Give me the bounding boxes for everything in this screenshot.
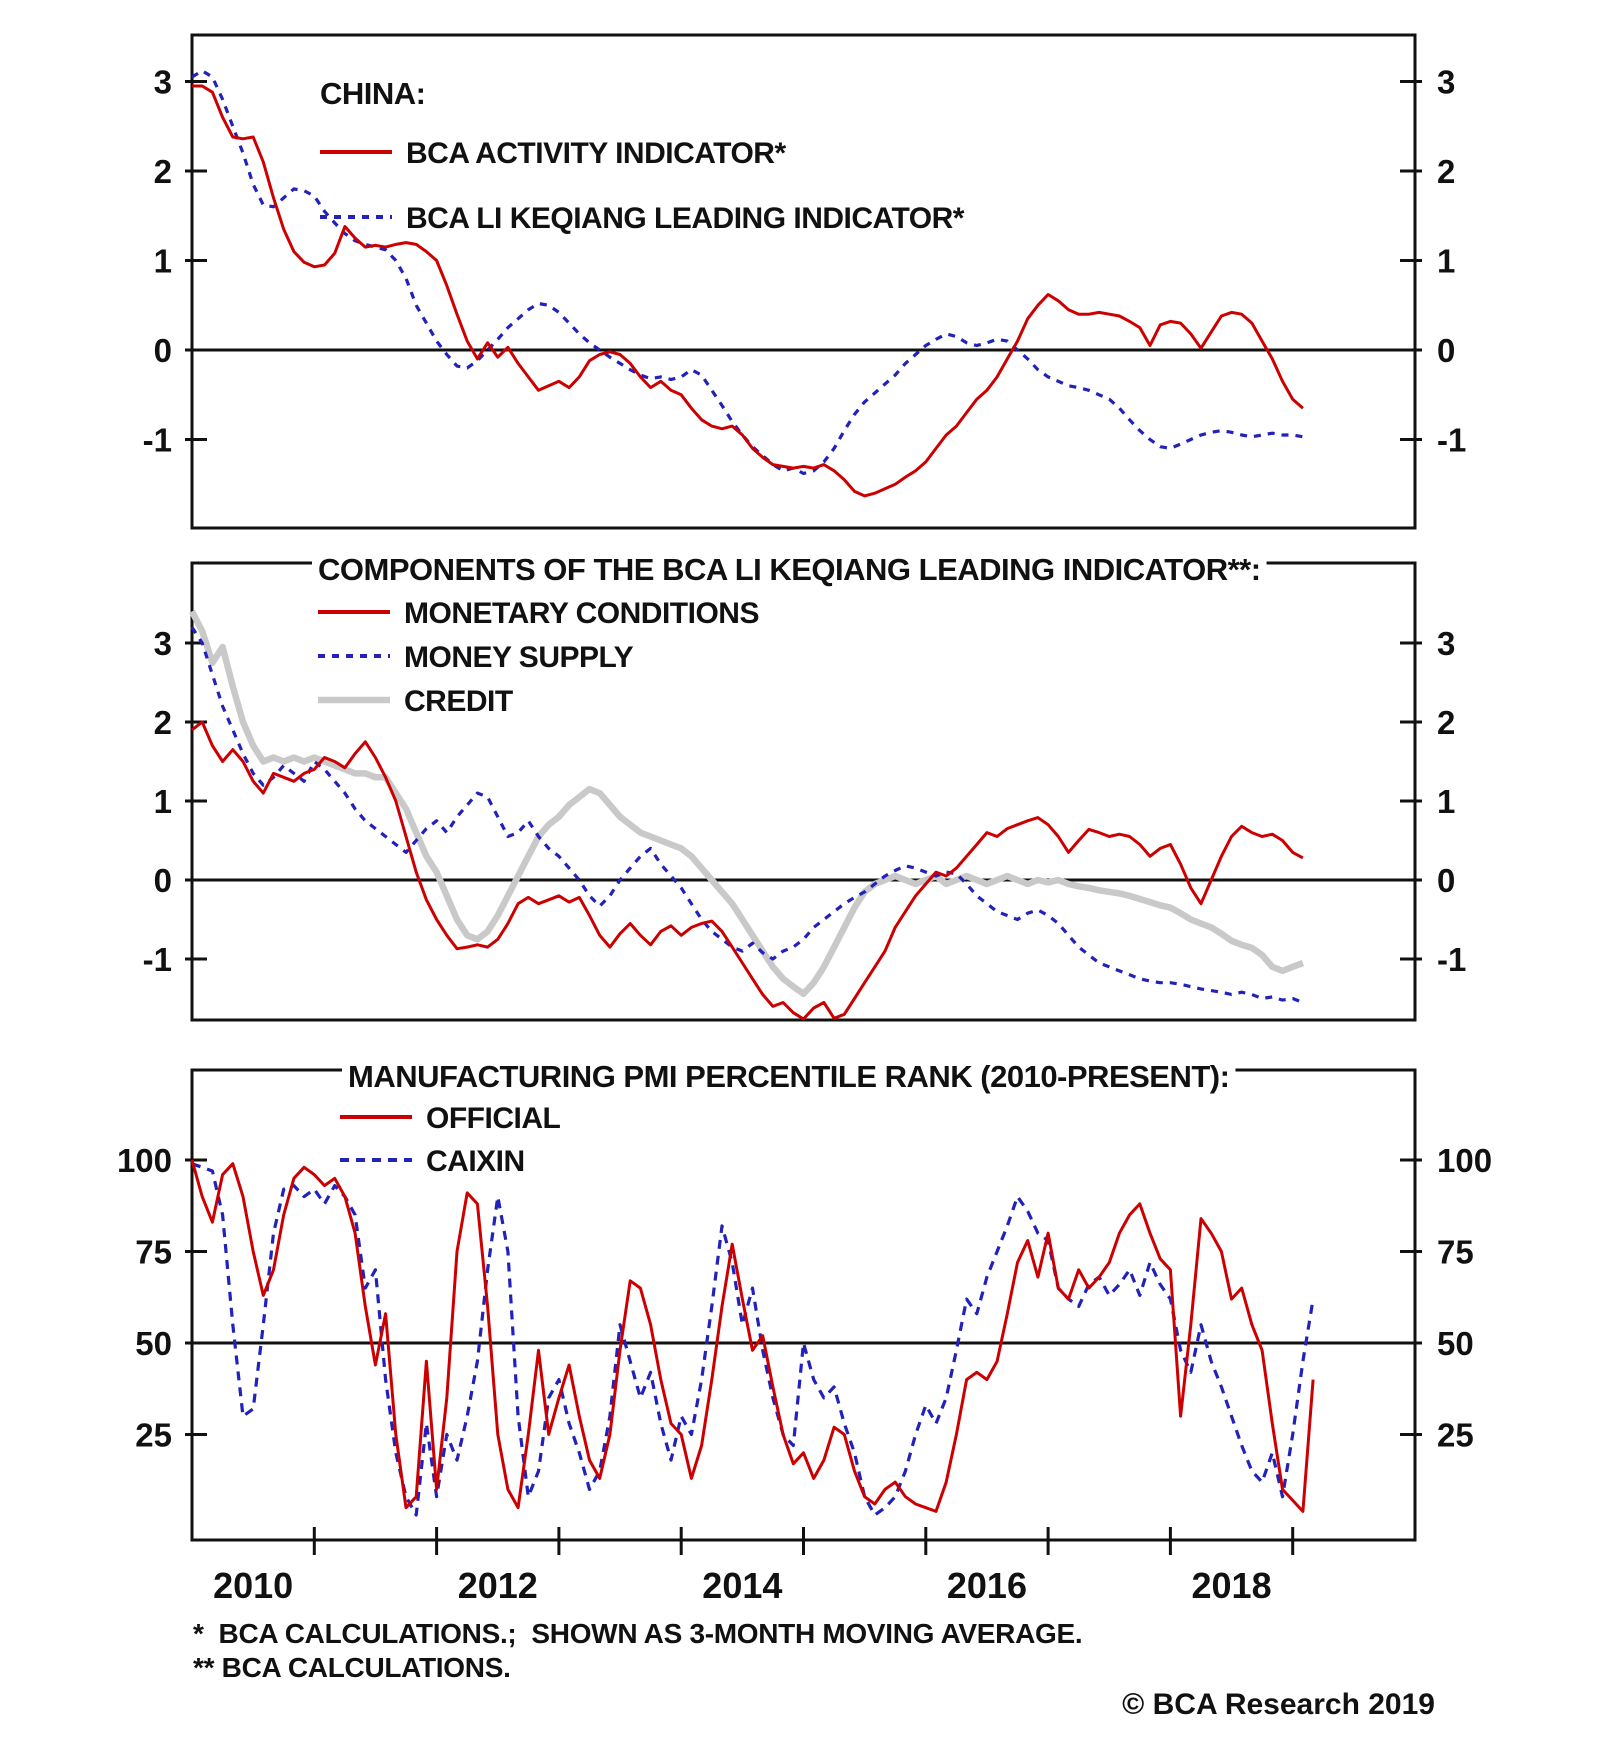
legend-label: BCA LI KEQIANG LEADING INDICATOR* xyxy=(406,202,965,235)
legend-label: BCA ACTIVITY INDICATOR* xyxy=(406,137,786,170)
x-tick-label: 2016 xyxy=(947,1565,1027,1606)
panel-frame xyxy=(190,33,1417,530)
y-tick-label-right: 0 xyxy=(1437,862,1455,899)
y-tick-label-left: 75 xyxy=(135,1234,172,1271)
panel-frame xyxy=(190,1068,1417,1542)
y-tick-label-right: 3 xyxy=(1437,64,1455,101)
series-line-caixin xyxy=(191,1162,1315,1517)
footnote-line-2: ** BCA CALCULATIONS. xyxy=(193,1652,511,1683)
x-tick-label: 2010 xyxy=(213,1565,293,1606)
y-tick-label-left: 100 xyxy=(117,1142,172,1179)
y-tick-label-left: 1 xyxy=(154,783,172,820)
y-tick-label-left: 25 xyxy=(135,1417,172,1454)
y-tick-label-left: -1 xyxy=(143,941,172,978)
series-line-bca-li-keqiang-leading-indicator- xyxy=(191,69,1304,476)
panel-title: CHINA: xyxy=(320,76,426,111)
series-line-money-supply xyxy=(190,626,1304,1004)
y-tick-label-left: 1 xyxy=(154,243,172,280)
y-tick-label-right: -1 xyxy=(1437,941,1466,978)
legend-label: CREDIT xyxy=(404,685,513,718)
legend-label: CAIXIN xyxy=(426,1145,525,1178)
panel-2: 3 3 2 2 1 1 0 0 -1 -1 COMPONENTS OF THE BCA LI KEQ… xyxy=(143,550,1466,1022)
y-tick-label-left: 2 xyxy=(154,704,172,741)
panel-title: COMPONENTS OF THE BCA LI KEQIANG LEADING… xyxy=(318,552,1261,587)
y-tick-label-left: 0 xyxy=(154,332,172,369)
legend-label: MONEY SUPPLY xyxy=(404,641,634,674)
y-tick-label-right: 2 xyxy=(1437,153,1455,190)
panel-title-bg xyxy=(312,550,1267,589)
x-tick-label: 2014 xyxy=(702,1565,782,1606)
y-tick-label-right: 100 xyxy=(1437,1142,1492,1179)
y-tick-label-right: 75 xyxy=(1437,1234,1474,1271)
legend-label: MONETARY CONDITIONS xyxy=(404,597,759,630)
y-tick-label-left: 50 xyxy=(135,1325,172,1362)
y-tick-label-left: 3 xyxy=(154,64,172,101)
y-tick-label-left: -1 xyxy=(143,422,172,459)
footnote-line-1: * BCA CALCULATIONS.; SHOWN AS 3-MONTH MO… xyxy=(193,1618,1083,1649)
copyright-notice: © BCA Research 2019 xyxy=(1122,1688,1435,1721)
y-tick-label-right: 1 xyxy=(1437,783,1455,820)
series-line-official xyxy=(190,1159,1315,1513)
legend-label: OFFICIAL xyxy=(426,1102,560,1135)
panel-title: MANUFACTURING PMI PERCENTILE RANK (2010-… xyxy=(348,1059,1229,1094)
y-tick-label-right: 3 xyxy=(1437,625,1455,662)
panel-title-bg xyxy=(342,1057,1236,1096)
series-line-bca-activity-indicator- xyxy=(192,84,1304,498)
y-tick-label-right: 25 xyxy=(1437,1417,1474,1454)
y-tick-label-left: 0 xyxy=(154,862,172,899)
y-tick-label-right: -1 xyxy=(1437,422,1466,459)
y-tick-label-left: 3 xyxy=(154,625,172,662)
y-tick-label-right: 50 xyxy=(1437,1325,1474,1362)
series-line-credit xyxy=(189,609,1305,998)
x-tick-label: 2018 xyxy=(1192,1565,1272,1606)
panel-frame xyxy=(190,561,1417,1022)
y-tick-label-right: 2 xyxy=(1437,704,1455,741)
x-tick-label: 2012 xyxy=(458,1565,538,1606)
panel-3: 100 100 75 75 50 50 25 25 2010 2012 2014 2016 2018 MA… xyxy=(117,1057,1492,1606)
panel-1: 3 3 2 2 1 1 0 0 -1 -1 CHINA: BCA ACTIVITY INDICATOR… xyxy=(143,33,1466,530)
y-tick-label-left: 2 xyxy=(154,153,172,190)
y-tick-label-right: 0 xyxy=(1437,332,1455,369)
y-tick-label-right: 1 xyxy=(1437,243,1455,280)
series-line-monetary-conditions xyxy=(191,720,1304,1021)
